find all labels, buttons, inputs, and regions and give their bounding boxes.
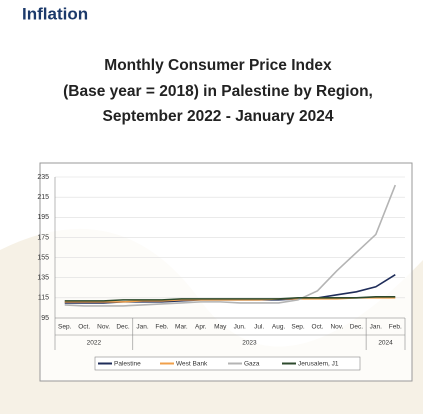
- y-tick-label: 235: [37, 174, 49, 181]
- series-line: [64, 184, 397, 307]
- chart-frame: [39, 162, 413, 382]
- x-tick-label: Nov.: [330, 324, 343, 331]
- x-tick-label: Sep.: [58, 324, 72, 331]
- y-tick-label: 175: [37, 234, 49, 241]
- x-group-label: 2022: [87, 340, 102, 347]
- x-tick-label: Dec.: [350, 324, 364, 331]
- series-line: [64, 296, 396, 302]
- x-tick-label: Jun.: [234, 324, 246, 331]
- x-tick-label: Nov.: [97, 324, 110, 331]
- x-tick-label: Dec.: [116, 324, 130, 331]
- y-tick-label: 95: [41, 315, 49, 322]
- x-tick-label: Jan.: [136, 324, 148, 331]
- x-tick-label: May: [214, 324, 227, 331]
- chart-title: Monthly Consumer Price Index: [104, 57, 332, 74]
- y-tick-label: 135: [37, 275, 49, 282]
- x-group-label: 2024: [378, 340, 393, 347]
- x-tick-label: Oct.: [78, 324, 90, 331]
- x-tick-label: Mar.: [175, 324, 188, 331]
- header-title: Inflation: [22, 4, 88, 23]
- x-tick-label: Feb.: [389, 324, 402, 331]
- chart-title: (Base year = 2018) in Palestine by Regio…: [63, 83, 373, 100]
- y-tick-label: 155: [37, 254, 49, 261]
- legend-label: Gaza: [244, 361, 260, 368]
- x-tick-label: Feb.: [155, 324, 168, 331]
- x-tick-label: Sep.: [291, 324, 305, 331]
- y-tick-label: 195: [37, 214, 49, 221]
- x-tick-label: Jul.: [254, 324, 264, 331]
- legend-label: Palestine: [114, 361, 141, 368]
- x-tick-label: Jan.: [370, 324, 382, 331]
- chart-title: September 2022 - January 2024: [103, 108, 334, 125]
- x-tick-label: Apr.: [195, 324, 207, 331]
- y-tick-label: 115: [38, 295, 49, 302]
- series-line: [64, 297, 396, 303]
- x-tick-label: Aug.: [272, 324, 286, 331]
- legend-label: West Bank: [176, 361, 208, 368]
- x-group-label: 2023: [242, 340, 257, 347]
- legend-label: Jerusalem, J1: [298, 361, 339, 368]
- legend-frame: [94, 356, 361, 371]
- y-tick-label: 215: [37, 194, 49, 201]
- x-tick-label: Oct.: [312, 324, 324, 331]
